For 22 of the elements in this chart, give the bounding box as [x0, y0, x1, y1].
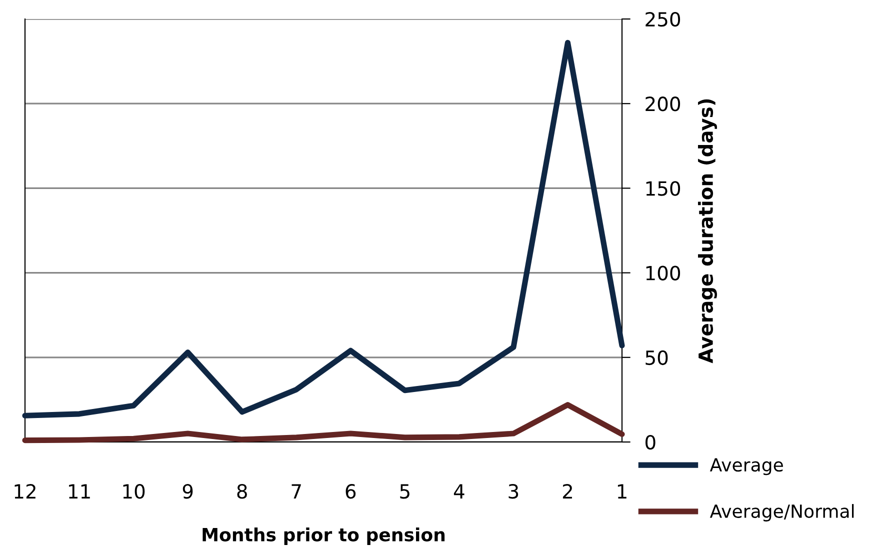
y-tick-label: 50 — [646, 350, 668, 366]
x-tick-label: 4 — [454, 484, 464, 498]
y-tick-label: 100 — [646, 266, 680, 280]
x-tick-label: 11 — [69, 484, 90, 498]
x-tick-label: 8 — [237, 484, 247, 499]
x-tick-label: 12 — [14, 484, 36, 498]
legend-label: Average/Normal — [710, 504, 854, 522]
x-tick-label: 9 — [182, 484, 193, 499]
x-tick-label: 1 — [618, 484, 626, 498]
x-tick-label: 5 — [400, 484, 410, 499]
x-tick-label: 6 — [346, 484, 356, 499]
y-axis-title: Average duration (days) — [698, 99, 717, 364]
x-tick-label: 2 — [562, 484, 572, 498]
y-tick-label: 0 — [646, 434, 656, 450]
y-tick-label: 250 — [646, 12, 680, 27]
x-axis-title: Months prior to pension — [202, 527, 445, 545]
x-tick-label: 10 — [123, 484, 145, 499]
x-tick-label: 3 — [508, 484, 518, 499]
legend-label: Average — [710, 458, 783, 476]
y-tick-label: 200 — [646, 96, 680, 112]
x-tick-label: 7 — [292, 484, 301, 498]
y-tick-label: 150 — [646, 181, 680, 196]
